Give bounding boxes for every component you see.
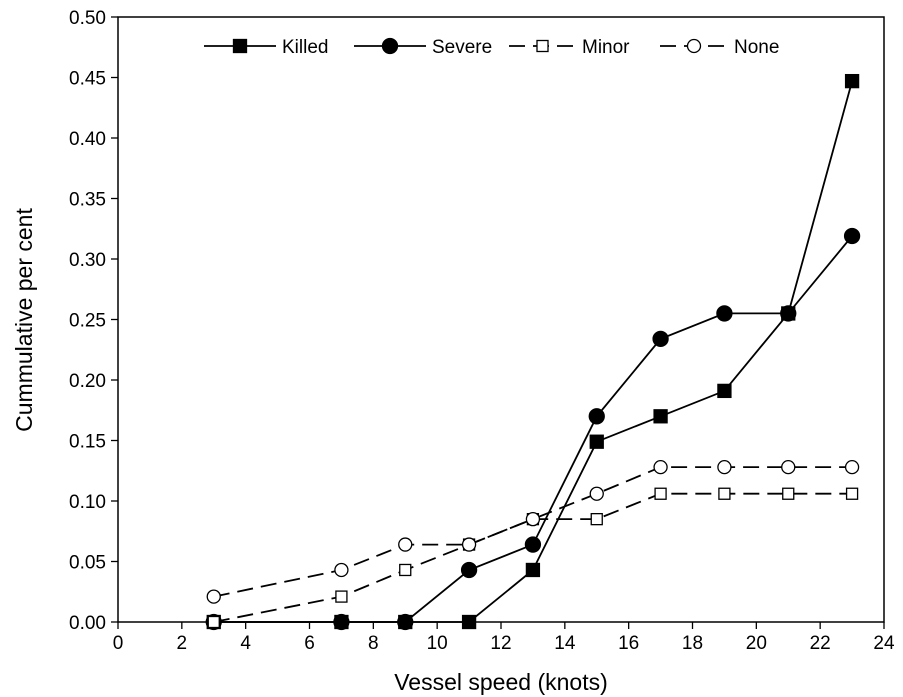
x-tick-label: 14	[554, 633, 576, 654]
data-point-none	[844, 459, 860, 475]
data-point-minor	[335, 590, 348, 603]
data-point-minor	[590, 513, 603, 526]
y-axis: 0.00 0.05 0.10 0.15 0.20 0.25 0.30 0.35 0.40 0.45…	[69, 8, 118, 634]
legend-label-severe: Severe	[432, 37, 492, 58]
data-point-none	[653, 459, 668, 475]
x-tick-label: 10	[427, 633, 448, 654]
data-point-severe	[397, 613, 414, 631]
legend-marker-severe	[381, 37, 399, 55]
x-axis-title: Vessel speed (knots)	[394, 669, 608, 695]
data-point-killed	[525, 562, 541, 578]
data-point-minor	[207, 615, 220, 629]
y-tick-label: 0.35	[69, 190, 106, 211]
data-point-none	[461, 537, 477, 552]
data-point-killed	[461, 614, 477, 630]
y-tick-label: 0.15	[69, 432, 106, 453]
legend-marker-killed	[232, 38, 248, 54]
data-point-minor	[399, 563, 412, 577]
data-point-severe	[843, 227, 861, 245]
data-point-none	[525, 512, 541, 527]
y-tick-label: 0.00	[69, 613, 106, 634]
data-point-none	[334, 562, 349, 578]
data-point-severe	[716, 305, 733, 322]
y-tick-label: 0.20	[69, 371, 106, 392]
y-axis-title: Cummulative per cent	[11, 208, 37, 432]
data-point-none	[781, 459, 796, 475]
data-point-none	[206, 589, 221, 604]
data-point-none	[589, 486, 604, 501]
y-tick-label: 0.50	[69, 8, 106, 29]
legend-marker-none	[686, 38, 702, 54]
series-line-none	[213, 466, 853, 598]
data-point-severe	[652, 330, 669, 348]
x-tick-label: 12	[490, 633, 511, 654]
legend-entry-minor: Minor	[509, 37, 630, 58]
legend-marker-minor	[536, 39, 549, 53]
data-point-killed	[589, 434, 604, 449]
y-tick-label: 0.45	[69, 69, 106, 90]
x-tick-label: 0	[113, 633, 124, 654]
series-line-minor	[213, 492, 853, 623]
data-point-severe	[333, 613, 350, 631]
x-tick-label: 18	[682, 633, 703, 654]
data-point-none	[398, 537, 413, 552]
series-severe	[205, 227, 861, 631]
data-point-severe	[588, 408, 605, 425]
series-none	[206, 459, 860, 604]
x-axis: 0 2 4 6 8 10 12 14 16 18 20 22 24	[113, 622, 895, 654]
legend-entry-none: None	[660, 37, 779, 58]
legend-entry-killed: Killed	[204, 37, 328, 58]
data-point-severe	[780, 305, 797, 322]
x-tick-label: 2	[177, 633, 188, 654]
legend: Killed Severe Minor None	[204, 37, 779, 58]
data-point-killed	[717, 383, 732, 399]
y-tick-label: 0.30	[69, 250, 106, 271]
x-tick-label: 4	[240, 633, 251, 654]
series-layer	[205, 73, 861, 631]
legend-label-minor: Minor	[582, 37, 630, 58]
x-tick-label: 16	[618, 633, 639, 654]
data-point-minor	[782, 487, 795, 500]
data-point-minor	[845, 487, 859, 500]
data-point-severe	[524, 536, 542, 553]
data-point-none	[717, 459, 732, 475]
x-tick-label: 22	[810, 633, 831, 654]
x-tick-label: 20	[746, 633, 767, 654]
x-tick-label: 8	[368, 633, 379, 654]
data-point-killed	[653, 409, 668, 424]
legend-label-none: None	[734, 37, 779, 58]
data-point-minor	[718, 487, 731, 500]
series-minor	[207, 487, 859, 629]
series-line-severe	[213, 235, 853, 623]
y-tick-label: 0.10	[69, 492, 106, 513]
x-tick-label: 24	[873, 633, 895, 654]
data-point-severe	[460, 561, 478, 579]
data-point-killed	[844, 73, 860, 89]
legend-label-killed: Killed	[282, 37, 328, 58]
y-tick-label: 0.40	[69, 129, 106, 150]
legend-entry-severe: Severe	[354, 37, 492, 58]
y-tick-label: 0.25	[69, 311, 106, 332]
data-point-minor	[654, 487, 667, 500]
x-tick-label: 6	[304, 633, 315, 654]
y-tick-label: 0.05	[69, 553, 106, 574]
